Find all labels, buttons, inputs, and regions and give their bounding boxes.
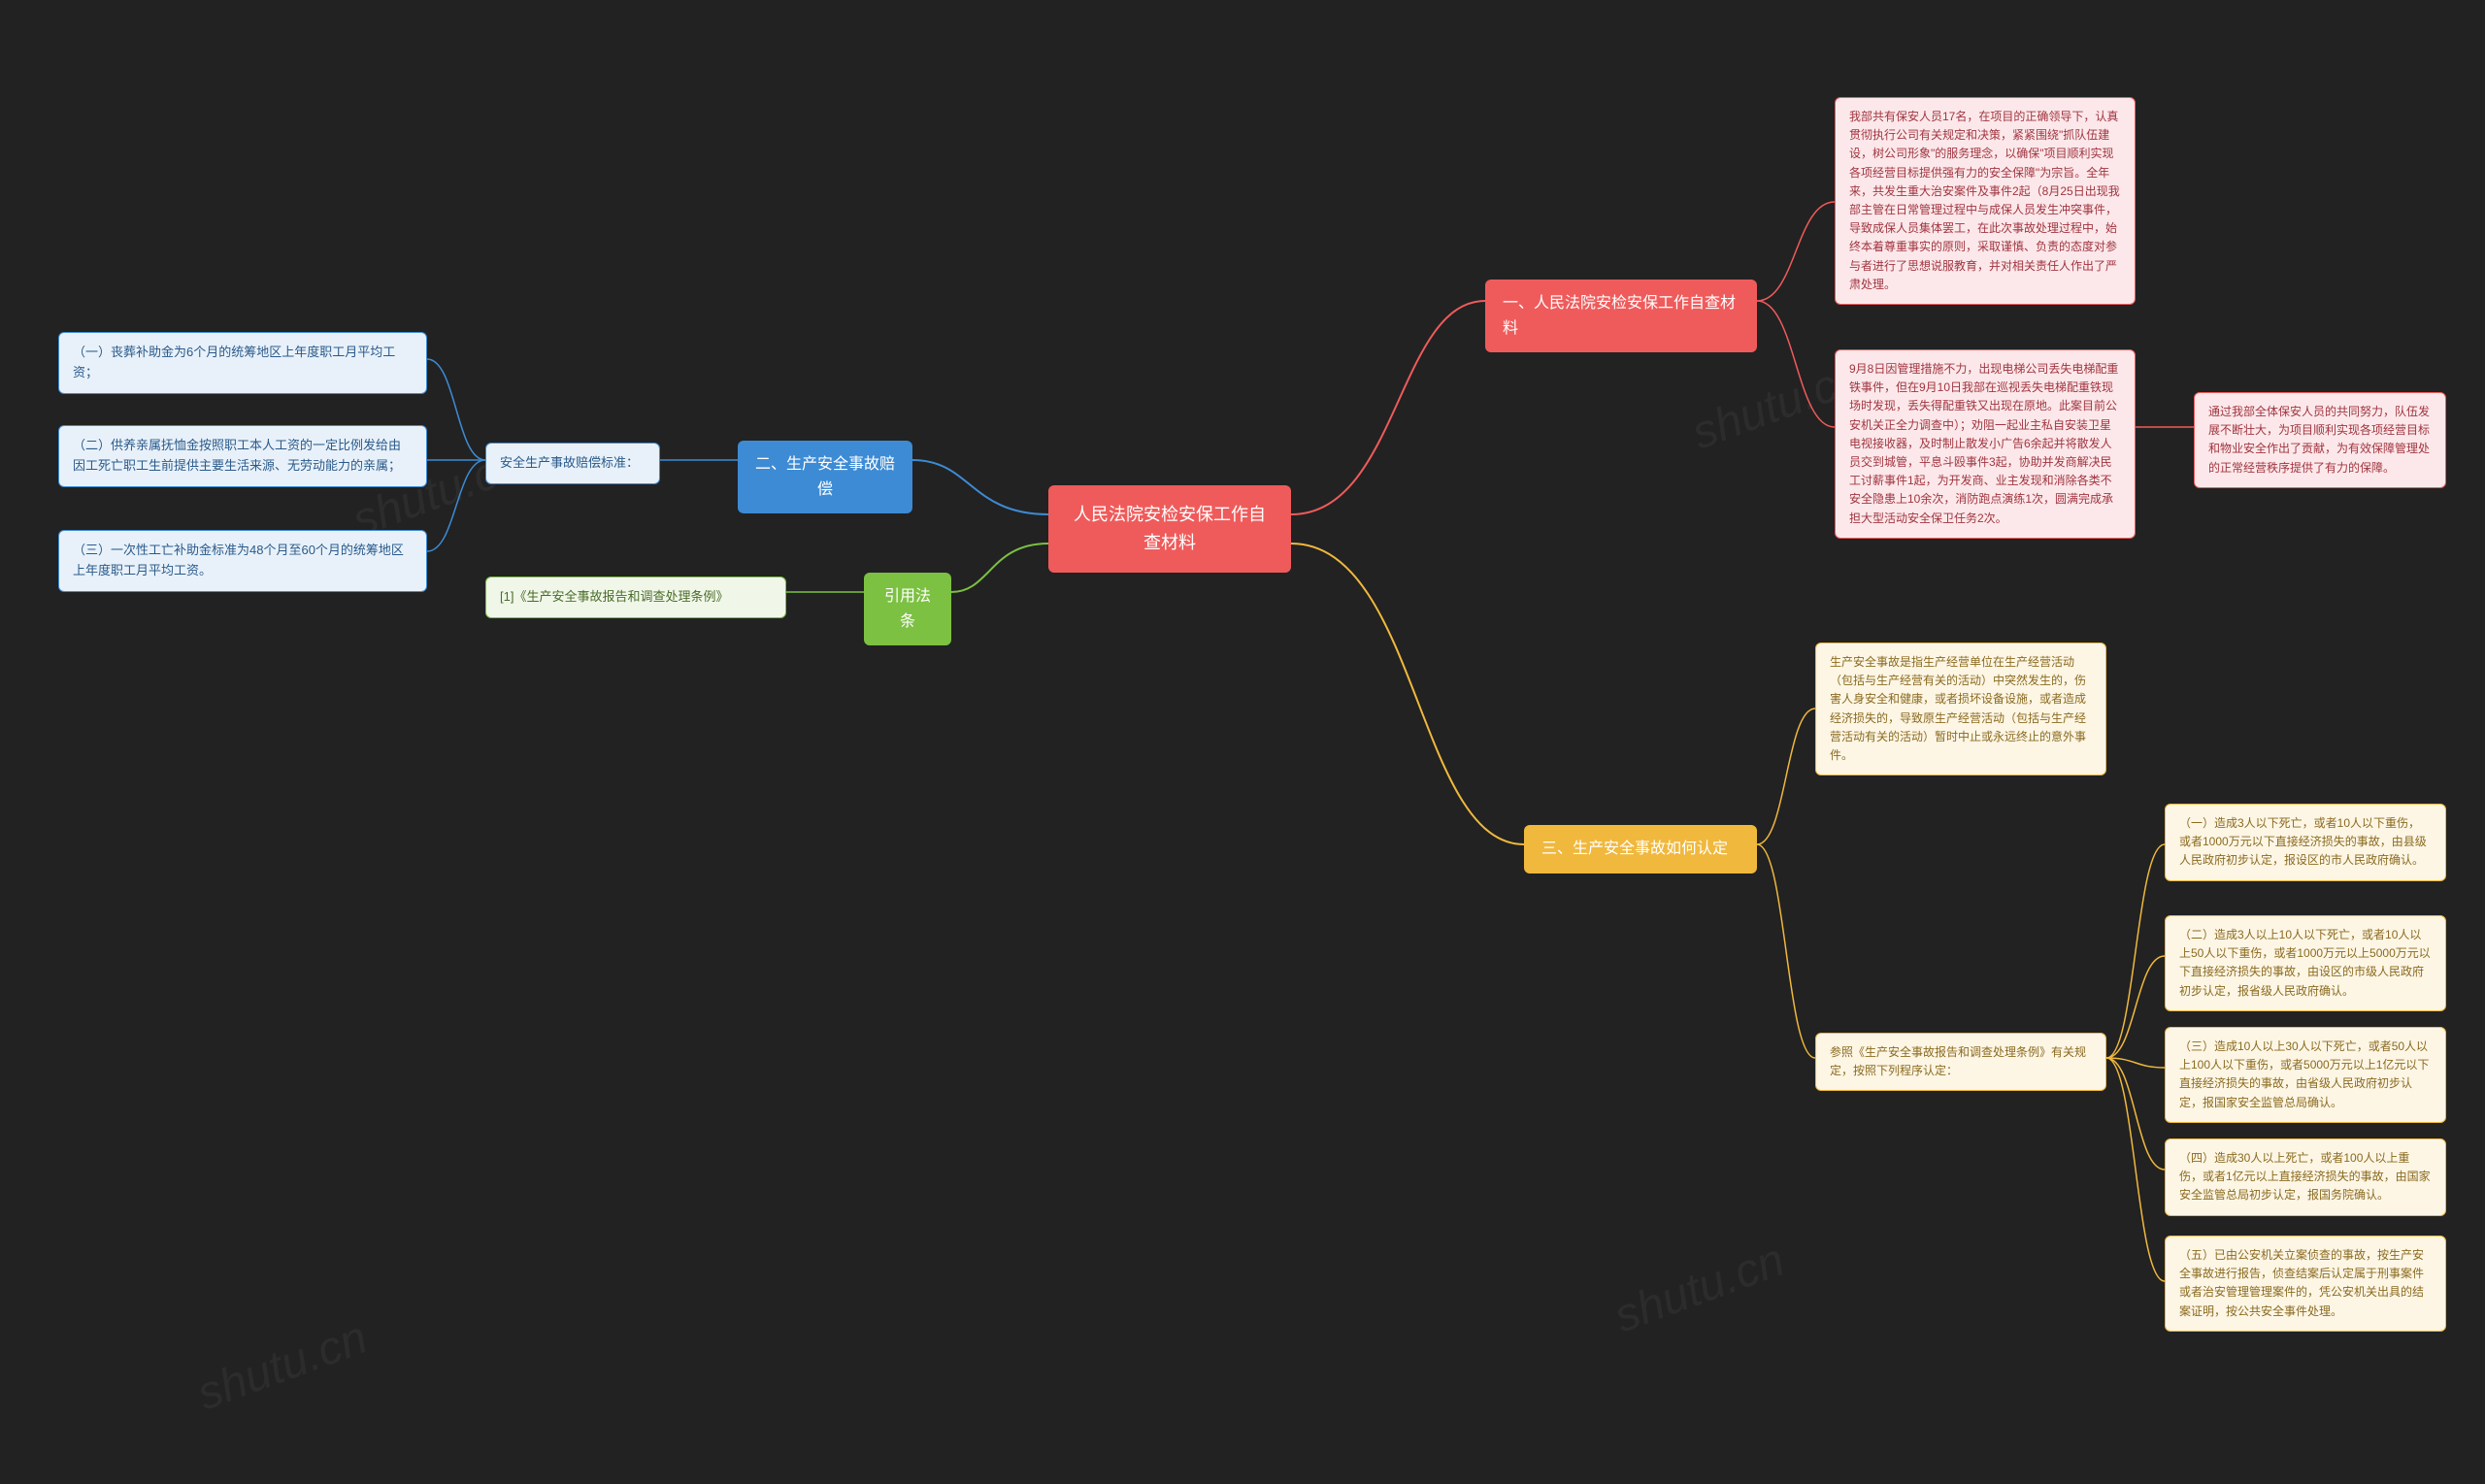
branch-3-leaf-4[interactable]: （四）造成30人以上死亡，或者100人以上重伤，或者1亿元以上直接经济损失的事故… [2165,1138,2446,1216]
branch-3-sub[interactable]: 参照《生产安全事故报告和调查处理条例》有关规定，按照下列程序认定： [1815,1033,2106,1091]
branch-ref[interactable]: 引用法条 [864,573,951,645]
watermark: shutu.cn [190,1311,374,1422]
branch-3-leaf-3[interactable]: （三）造成10人以上30人以下死亡，或者50人以上100人以下重伤，或者5000… [2165,1027,2446,1123]
branch-1-leaf-2[interactable]: 9月8日因管理措施不力，出现电梯公司丢失电梯配重铁事件，但在9月10日我部在巡视… [1835,349,2136,539]
branch-ref-leaf-1[interactable]: [1]《生产安全事故报告和调查处理条例》 [485,577,786,618]
branch-2-leaf-3[interactable]: （三）一次性工亡补助金标准为48个月至60个月的统筹地区上年度职工月平均工资。 [58,530,427,592]
branch-2[interactable]: 二、生产安全事故赔偿 [738,441,912,513]
branch-1-leaf-extra[interactable]: 通过我部全体保安人员的共同努力，队伍发展不断壮大，为项目顺利实现各项经营目标和物… [2194,392,2446,488]
branch-3-leaf-1[interactable]: （一）造成3人以下死亡，或者10人以下重伤，或者1000万元以下直接经济损失的事… [2165,804,2446,881]
branch-3-leaf-2[interactable]: （二）造成3人以上10人以下死亡，或者10人以上50人以下重伤，或者1000万元… [2165,915,2446,1011]
branch-2-sub[interactable]: 安全生产事故赔偿标准： [485,443,660,484]
branch-2-leaf-1[interactable]: （一）丧葬补助金为6个月的统筹地区上年度职工月平均工资； [58,332,427,394]
branch-3-intro[interactable]: 生产安全事故是指生产经营单位在生产经营活动（包括与生产经营有关的活动）中突然发生… [1815,643,2106,775]
branch-3-leaf-5[interactable]: （五）已由公安机关立案侦查的事故，按生产安全事故进行报告，侦查结案后认定属于刑事… [2165,1236,2446,1332]
watermark: shutu.cn [1607,1234,1791,1344]
branch-2-leaf-2[interactable]: （二）供养亲属抚恤金按照职工本人工资的一定比例发给由因工死亡职工生前提供主要生活… [58,425,427,487]
root-node[interactable]: 人民法院安检安保工作自查材料 [1048,485,1291,573]
branch-3[interactable]: 三、生产安全事故如何认定 [1524,825,1757,874]
branch-1-leaf-1[interactable]: 我部共有保安人员17名，在项目的正确领导下，认真贯彻执行公司有关规定和决策，紧紧… [1835,97,2136,305]
branch-1[interactable]: 一、人民法院安检安保工作自查材料 [1485,280,1757,352]
